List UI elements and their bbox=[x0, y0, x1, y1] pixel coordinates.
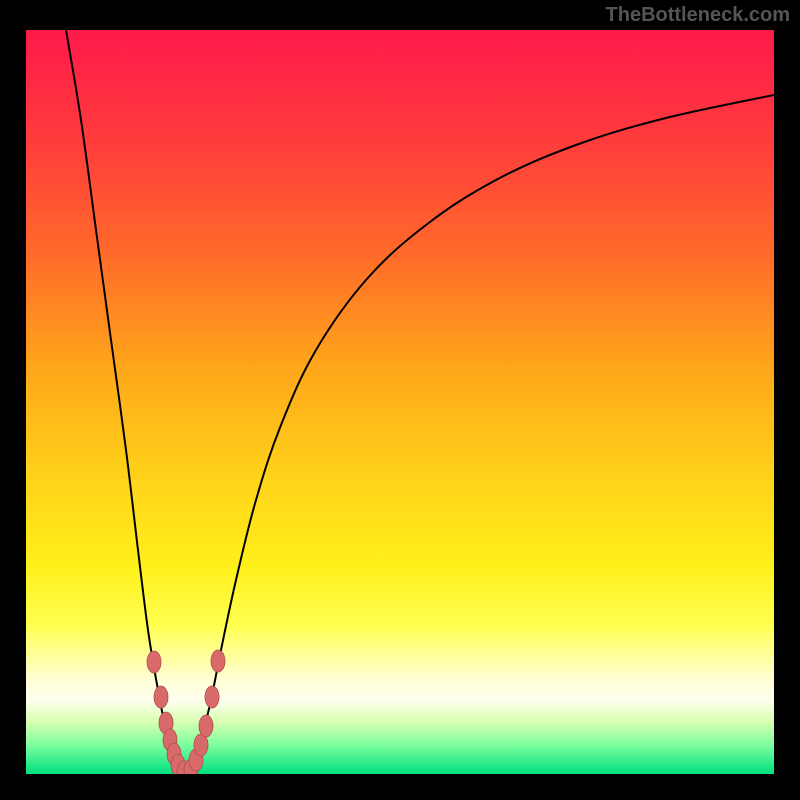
data-markers bbox=[147, 650, 225, 774]
chart-container: TheBottleneck.com bbox=[0, 0, 800, 800]
data-marker bbox=[154, 686, 168, 708]
data-marker bbox=[147, 651, 161, 673]
data-marker bbox=[205, 686, 219, 708]
data-marker bbox=[211, 650, 225, 672]
watermark-text: TheBottleneck.com bbox=[606, 4, 790, 27]
plot-area bbox=[26, 30, 774, 774]
bottleneck-curve bbox=[66, 30, 774, 774]
data-marker bbox=[199, 715, 213, 737]
curve-overlay bbox=[26, 30, 774, 774]
